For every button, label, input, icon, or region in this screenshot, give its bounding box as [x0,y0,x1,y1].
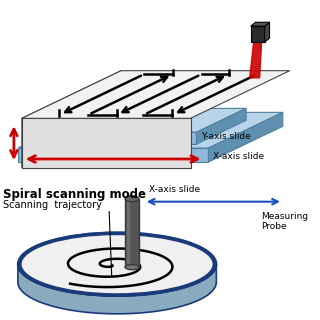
Text: X-axis slide: X-axis slide [149,185,200,194]
Ellipse shape [18,232,216,296]
Polygon shape [18,148,208,162]
Polygon shape [250,42,261,78]
Text: Scanning  trajectory: Scanning trajectory [3,200,102,210]
Polygon shape [251,26,265,42]
Polygon shape [129,258,135,267]
Polygon shape [208,112,283,162]
Polygon shape [18,264,216,314]
Polygon shape [22,71,290,118]
Polygon shape [22,118,190,168]
Polygon shape [265,22,269,42]
Polygon shape [196,108,246,144]
Polygon shape [127,199,129,267]
Polygon shape [18,112,283,148]
Text: Measuring
Probe: Measuring Probe [261,212,308,231]
Text: X-axis slide: X-axis slide [213,152,265,161]
Ellipse shape [125,265,139,270]
Polygon shape [22,71,121,168]
Polygon shape [251,22,269,26]
Text: Spiral scanning mode: Spiral scanning mode [3,188,146,201]
Polygon shape [28,132,196,144]
Polygon shape [125,199,139,267]
Ellipse shape [125,196,139,202]
Polygon shape [28,108,246,132]
Text: Y-axis slide: Y-axis slide [202,132,251,141]
